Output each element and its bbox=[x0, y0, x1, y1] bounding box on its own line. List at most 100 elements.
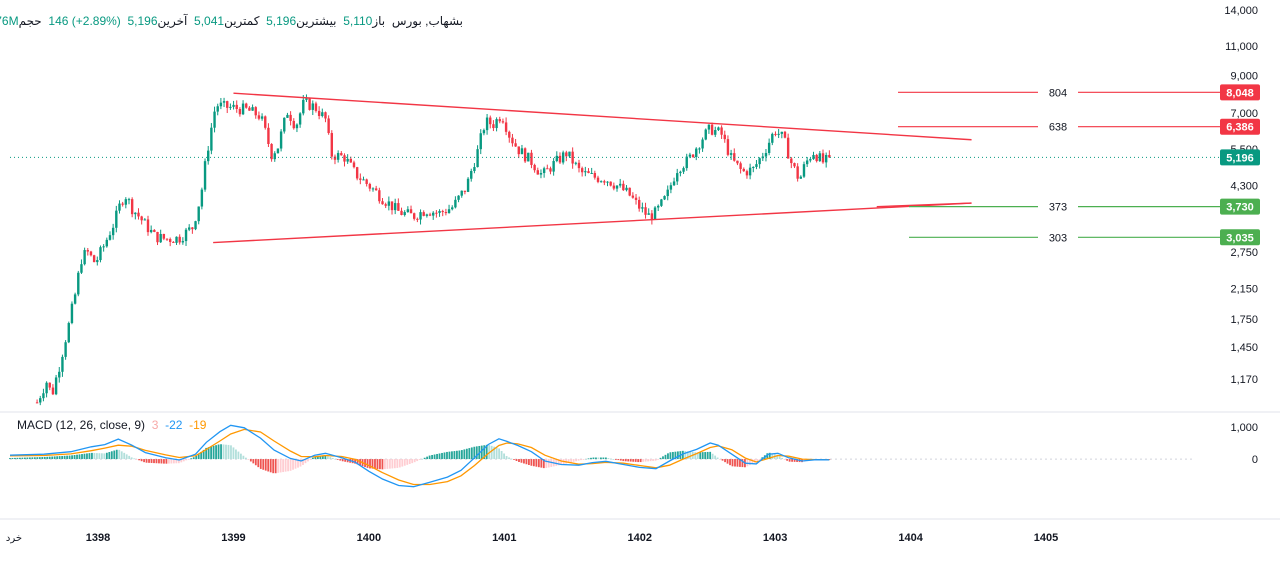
macd-histogram-bar bbox=[577, 459, 580, 461]
candle-body bbox=[92, 255, 96, 263]
candle-body bbox=[187, 227, 191, 230]
candle-body bbox=[441, 211, 444, 213]
candle-body bbox=[153, 229, 156, 232]
candle-body bbox=[352, 162, 356, 168]
macd-histogram-bar bbox=[212, 445, 215, 460]
price-tag-text: 3,730 bbox=[1226, 202, 1254, 214]
candle bbox=[270, 143, 273, 162]
candle bbox=[409, 205, 413, 214]
candle-body bbox=[584, 171, 587, 173]
candle bbox=[568, 151, 571, 158]
macd-histogram-bar bbox=[714, 455, 717, 460]
macd-histogram-bar bbox=[309, 459, 312, 460]
candle bbox=[470, 168, 473, 182]
candle bbox=[197, 206, 200, 225]
candle-body bbox=[289, 114, 292, 121]
candle-body bbox=[688, 154, 692, 157]
candle bbox=[317, 106, 321, 120]
macd-histogram-bar bbox=[274, 459, 277, 474]
candle-body bbox=[618, 183, 622, 186]
candle bbox=[828, 150, 831, 158]
macd-histogram-bar bbox=[446, 451, 448, 460]
candle-body bbox=[317, 110, 321, 116]
macd-histogram-bar bbox=[19, 457, 21, 460]
macd-histogram-bar bbox=[771, 453, 774, 460]
candle-body bbox=[251, 107, 254, 111]
macd-histogram-bar bbox=[103, 453, 106, 460]
candle bbox=[704, 128, 707, 141]
macd-histogram-bar bbox=[51, 456, 54, 460]
candle bbox=[596, 175, 600, 184]
macd-histogram-bar bbox=[48, 456, 51, 460]
macd-histogram-bar bbox=[719, 459, 721, 460]
macd-histogram-bar bbox=[495, 447, 498, 460]
current-price-tag: 5,196 bbox=[1220, 149, 1260, 166]
macd-histogram-bar bbox=[220, 444, 222, 460]
candle bbox=[73, 292, 77, 305]
macd-histogram-bar bbox=[207, 447, 210, 460]
candle-body bbox=[83, 250, 86, 265]
macd-histogram-bar bbox=[778, 456, 781, 460]
candle bbox=[213, 106, 216, 133]
candle-body bbox=[248, 107, 251, 111]
candle bbox=[644, 202, 647, 219]
macd-histogram-bar bbox=[537, 459, 540, 468]
macd-histogram-bar bbox=[287, 459, 289, 472]
macd-histogram-bar bbox=[279, 459, 282, 473]
macd-histogram-bar bbox=[205, 447, 208, 460]
candle-body bbox=[615, 185, 619, 189]
candle-body bbox=[821, 153, 825, 163]
candle bbox=[764, 149, 768, 162]
macd-histogram-bar bbox=[341, 459, 344, 462]
candle-body bbox=[647, 213, 650, 215]
macd-histogram-bar bbox=[567, 459, 570, 463]
candle-body bbox=[226, 101, 229, 108]
macd-histogram-bar bbox=[485, 444, 488, 460]
macd-histogram-bar bbox=[66, 455, 69, 460]
candle bbox=[406, 206, 410, 213]
trendline-support-extension bbox=[876, 202, 972, 208]
candle bbox=[666, 185, 669, 201]
macd-hist-value: 3 bbox=[151, 418, 159, 432]
candle-body bbox=[48, 382, 51, 388]
candle-body bbox=[561, 152, 565, 163]
candle bbox=[498, 116, 501, 124]
macd-histogram-bar bbox=[26, 457, 29, 460]
candle bbox=[327, 115, 330, 135]
candle bbox=[777, 129, 780, 139]
macd-histogram-bar bbox=[458, 450, 461, 460]
macd-signal-value: -19 bbox=[189, 418, 207, 432]
macd-histogram-bar bbox=[711, 453, 714, 460]
candle-body bbox=[685, 156, 688, 169]
candle bbox=[194, 220, 197, 231]
macd-histogram-bar bbox=[540, 459, 543, 468]
level-373-price-tag: 3,730 bbox=[1220, 198, 1260, 215]
candle-body bbox=[666, 189, 669, 197]
candle-body bbox=[102, 246, 105, 248]
macd-histogram-bar bbox=[163, 459, 165, 464]
candle-body bbox=[127, 199, 131, 201]
macd-histogram-bar bbox=[532, 459, 535, 467]
macd-histogram-bar bbox=[706, 451, 709, 460]
candle-body bbox=[609, 181, 612, 186]
macd-histogram-bar bbox=[634, 459, 637, 462]
macd-histogram-bar bbox=[195, 455, 198, 460]
candle-body bbox=[428, 214, 432, 216]
candle-body bbox=[168, 239, 172, 242]
candle bbox=[628, 187, 631, 197]
candle bbox=[58, 366, 61, 383]
candle-body bbox=[758, 158, 761, 165]
macd-histogram-bar bbox=[570, 459, 573, 463]
candle bbox=[251, 104, 254, 111]
candle bbox=[824, 152, 828, 168]
x-tick-label: 1399 bbox=[221, 532, 245, 544]
candle bbox=[292, 118, 295, 130]
macd-histogram-bar bbox=[644, 459, 647, 462]
candle bbox=[42, 388, 45, 402]
macd-histogram-bar bbox=[200, 451, 203, 460]
price-tag-bg bbox=[1220, 149, 1260, 166]
macd-histogram-bar bbox=[376, 459, 379, 469]
candle-body bbox=[349, 158, 353, 163]
macd-histogram-bar bbox=[463, 449, 466, 460]
